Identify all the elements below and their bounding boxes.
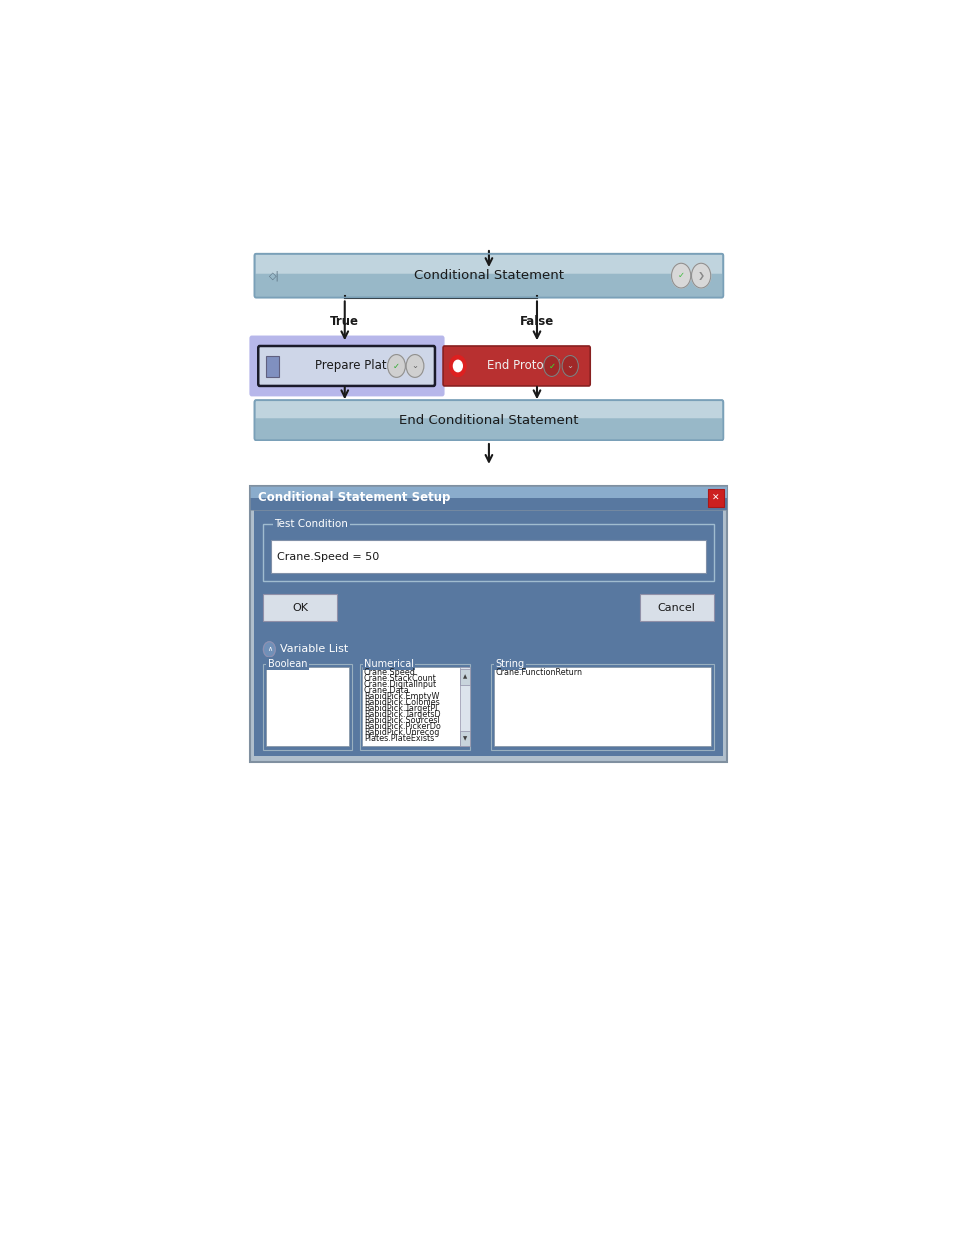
- Text: ✓: ✓: [677, 272, 684, 280]
- Text: Boolean: Boolean: [268, 658, 307, 668]
- Text: ⌄: ⌄: [411, 362, 418, 370]
- Text: RapidPick.EmptyW: RapidPick.EmptyW: [364, 692, 439, 701]
- Text: Prepare Plate: Prepare Plate: [314, 359, 393, 373]
- Text: ▲: ▲: [462, 674, 467, 679]
- Text: Crane.Data: Crane.Data: [364, 685, 409, 695]
- FancyBboxPatch shape: [707, 489, 723, 506]
- Text: RapidPick.Colonies: RapidPick.Colonies: [364, 698, 439, 706]
- FancyBboxPatch shape: [459, 669, 470, 684]
- Text: False: False: [519, 315, 554, 327]
- Text: ⌄: ⌄: [566, 362, 573, 370]
- Text: Crane.Speed: Crane.Speed: [364, 668, 416, 677]
- Circle shape: [691, 263, 710, 288]
- FancyBboxPatch shape: [249, 336, 444, 396]
- FancyBboxPatch shape: [266, 667, 349, 746]
- FancyBboxPatch shape: [459, 667, 470, 746]
- Text: End Conditional Statement: End Conditional Statement: [398, 414, 578, 426]
- Circle shape: [263, 642, 275, 657]
- Circle shape: [406, 354, 423, 378]
- Text: True: True: [330, 315, 359, 327]
- Text: ❯: ❯: [697, 272, 704, 280]
- Text: Plates.PlateExists: Plates.PlateExists: [364, 734, 434, 743]
- FancyBboxPatch shape: [271, 540, 705, 573]
- Text: End Protocol: End Protocol: [487, 359, 560, 373]
- Text: Crane.StackCount: Crane.StackCount: [364, 674, 436, 683]
- Text: ✓: ✓: [393, 362, 399, 370]
- Circle shape: [453, 361, 462, 372]
- Text: ✕: ✕: [711, 493, 719, 503]
- Circle shape: [543, 356, 559, 377]
- Text: ◇|: ◇|: [269, 270, 280, 280]
- Text: RapidPick.Unrecog: RapidPick.Unrecog: [364, 727, 439, 737]
- Circle shape: [387, 354, 405, 378]
- Circle shape: [671, 263, 690, 288]
- FancyBboxPatch shape: [258, 346, 435, 385]
- Text: Conditional Statement Setup: Conditional Statement Setup: [257, 492, 450, 504]
- Text: RapidPick.TargetPl: RapidPick.TargetPl: [364, 704, 436, 713]
- Text: OK: OK: [292, 603, 308, 613]
- FancyBboxPatch shape: [494, 667, 710, 746]
- FancyBboxPatch shape: [250, 485, 726, 762]
- Text: ✓: ✓: [548, 362, 555, 370]
- FancyBboxPatch shape: [250, 485, 726, 510]
- FancyBboxPatch shape: [254, 253, 722, 298]
- FancyBboxPatch shape: [254, 274, 722, 298]
- Text: String: String: [495, 658, 524, 668]
- Text: ∧: ∧: [267, 646, 272, 652]
- FancyBboxPatch shape: [250, 498, 726, 510]
- FancyBboxPatch shape: [254, 419, 722, 440]
- Text: Crane.Speed = 50: Crane.Speed = 50: [276, 552, 378, 562]
- Text: RapidPick.SourcesI: RapidPick.SourcesI: [364, 716, 439, 725]
- FancyBboxPatch shape: [362, 667, 467, 746]
- Circle shape: [561, 356, 578, 377]
- FancyBboxPatch shape: [442, 346, 590, 385]
- Text: Crane.FunctionReturn: Crane.FunctionReturn: [495, 668, 582, 677]
- Text: Conditional Statement: Conditional Statement: [414, 269, 563, 282]
- Circle shape: [449, 356, 465, 377]
- Text: Numerical: Numerical: [364, 658, 414, 668]
- FancyBboxPatch shape: [253, 510, 722, 756]
- Text: RapidPick.PickerDo: RapidPick.PickerDo: [364, 722, 440, 731]
- FancyBboxPatch shape: [639, 594, 713, 621]
- FancyBboxPatch shape: [263, 594, 337, 621]
- Text: ▼: ▼: [462, 736, 467, 741]
- Text: Cancel: Cancel: [657, 603, 695, 613]
- Text: Test Condition: Test Condition: [274, 519, 348, 529]
- FancyBboxPatch shape: [254, 400, 722, 440]
- FancyBboxPatch shape: [265, 357, 278, 378]
- Text: Variable List: Variable List: [279, 645, 348, 655]
- Text: Crane.DigitalInput: Crane.DigitalInput: [364, 679, 436, 689]
- Text: RapidPick.TargetsD: RapidPick.TargetsD: [364, 710, 440, 719]
- FancyBboxPatch shape: [459, 731, 470, 746]
